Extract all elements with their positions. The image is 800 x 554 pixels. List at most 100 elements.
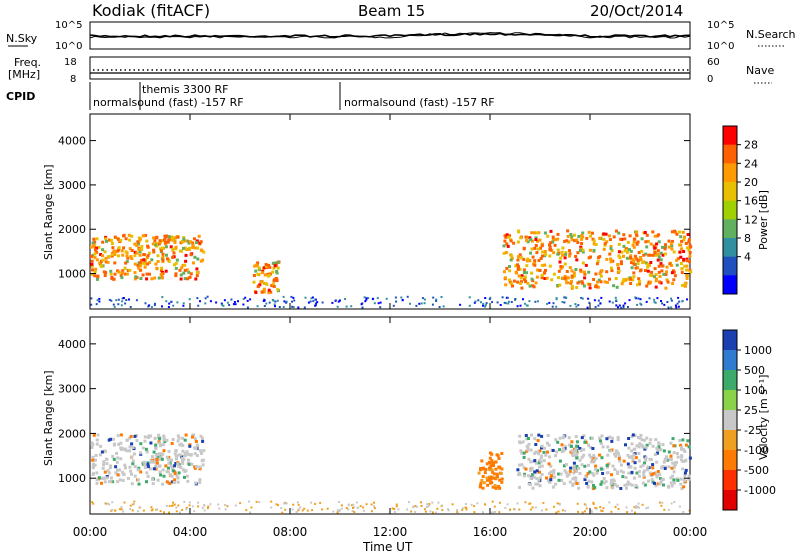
echo-cell	[128, 268, 132, 272]
echo-cell	[284, 508, 287, 511]
echo-cell	[583, 276, 587, 280]
echo-cell	[533, 470, 537, 474]
echo-cell	[636, 259, 640, 262]
echo-cell	[182, 304, 185, 307]
echo-cell	[116, 480, 120, 484]
echo-cell	[662, 272, 666, 276]
echo-cell	[360, 303, 363, 306]
echo-cell	[492, 461, 496, 465]
echo-cell	[655, 475, 659, 479]
echo-cell	[635, 506, 638, 509]
echo-cell	[518, 508, 521, 511]
echo-cell	[159, 444, 162, 448]
echo-cell	[682, 511, 685, 513]
echo-cell	[186, 479, 190, 483]
echo-cell	[171, 469, 175, 473]
echo-cell	[617, 254, 621, 258]
echo-cell	[168, 481, 172, 485]
echo-cell	[556, 248, 560, 252]
echo-cell	[160, 276, 164, 280]
echo-cell	[528, 300, 531, 303]
echo-cell	[130, 472, 133, 476]
echo-cell	[370, 510, 373, 513]
echo-cell	[168, 511, 170, 514]
echo-cell	[520, 451, 524, 455]
echo-cell	[157, 276, 161, 280]
echo-cell	[170, 480, 174, 484]
echo-cell	[641, 481, 645, 485]
echo-cell	[577, 304, 580, 307]
echo-cell	[550, 278, 554, 282]
echo-cell	[582, 284, 586, 288]
echo-cell	[290, 295, 293, 298]
echo-cell	[564, 509, 567, 512]
echo-cell	[680, 247, 684, 251]
echo-cell	[129, 469, 133, 473]
echo-cell	[152, 467, 156, 471]
echo-cell	[548, 480, 552, 484]
echo-cell	[655, 277, 658, 281]
echo-cell	[296, 501, 299, 504]
echo-cell	[220, 302, 223, 305]
echo-cell	[661, 443, 665, 447]
echo-cell	[626, 462, 630, 466]
echo-cell	[632, 259, 636, 263]
echo-cell	[530, 433, 533, 437]
echo-cell	[594, 243, 598, 246]
echo-cell	[610, 473, 613, 477]
echo-cell	[179, 277, 183, 281]
echo-cell	[179, 466, 183, 469]
echo-cell	[683, 284, 687, 288]
echo-cell	[301, 509, 304, 512]
echo-cell	[655, 446, 659, 450]
echo-cell	[569, 233, 573, 236]
echo-cell	[311, 296, 314, 299]
power-echoes	[90, 229, 693, 309]
echo-cell	[543, 231, 547, 235]
echo-cell	[129, 508, 132, 511]
echo-cell	[549, 229, 553, 233]
echo-cell	[272, 266, 276, 270]
echo-cell	[484, 297, 487, 299]
echo-cell	[590, 510, 593, 513]
echo-cell	[654, 438, 658, 442]
echo-cell	[656, 258, 660, 262]
echo-cell	[573, 467, 577, 471]
nsky-tick-bottom: 10^0	[55, 41, 82, 52]
echo-cell	[586, 472, 590, 475]
echo-cell	[364, 300, 367, 303]
echo-cell	[298, 508, 301, 511]
echo-cell	[533, 246, 537, 250]
echo-cell	[190, 462, 194, 466]
echo-cell	[614, 453, 618, 457]
echo-cell	[633, 506, 636, 509]
echo-cell	[598, 236, 602, 240]
echo-cell	[533, 263, 537, 267]
echo-cell	[540, 273, 544, 277]
echo-cell	[673, 501, 676, 504]
echo-cell	[649, 261, 653, 264]
echo-cell	[110, 254, 114, 258]
echo-cell	[523, 277, 526, 281]
echo-cell	[490, 481, 494, 485]
echo-cell	[547, 462, 551, 466]
echo-cell	[113, 235, 117, 239]
echo-cell	[496, 454, 500, 458]
echo-cell	[156, 478, 160, 482]
echo-cell	[461, 507, 464, 510]
echo-cell	[160, 269, 163, 273]
echo-cell	[559, 256, 563, 260]
echo-cell	[581, 511, 584, 514]
echo-cell	[670, 264, 674, 267]
colorbar-cell	[723, 144, 737, 164]
echo-cell	[672, 464, 676, 468]
echo-cell	[178, 268, 182, 272]
echo-cell	[518, 485, 521, 489]
echo-cell	[321, 301, 324, 304]
echo-cell	[580, 242, 584, 245]
echo-cell	[104, 256, 108, 260]
echo-cell	[165, 300, 168, 303]
echo-cell	[484, 304, 487, 307]
echo-cell	[684, 458, 688, 462]
